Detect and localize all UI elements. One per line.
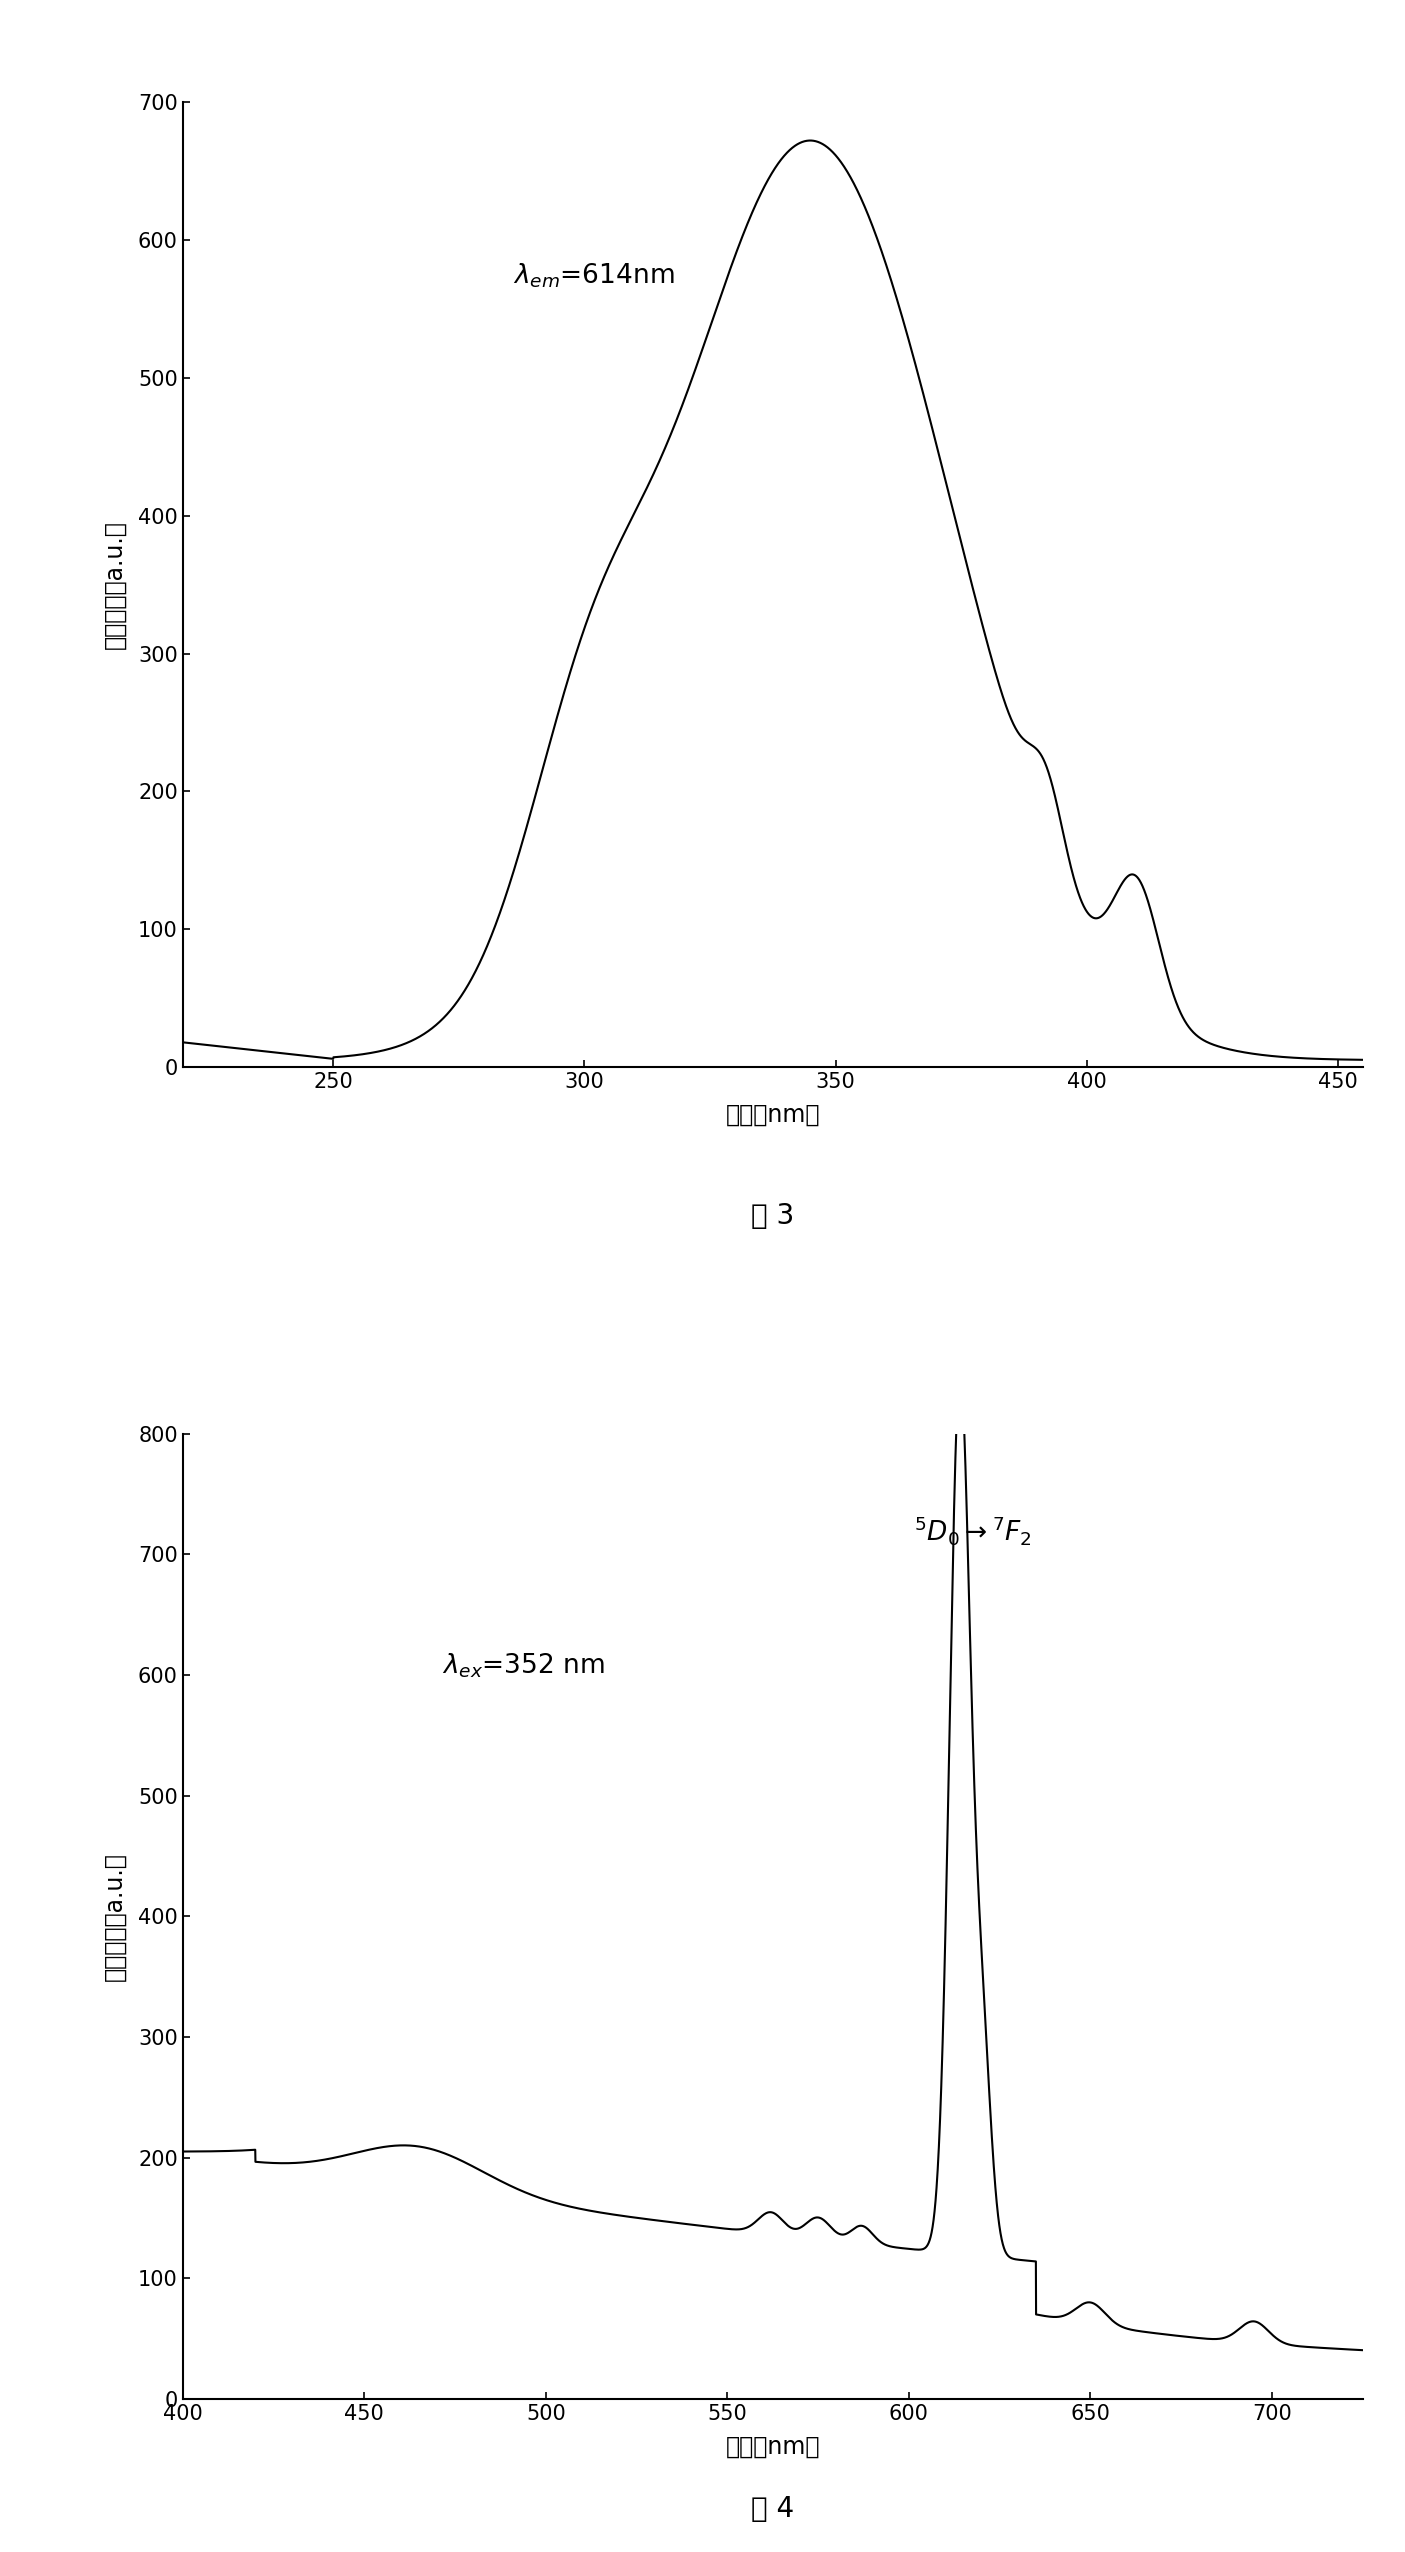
Text: $^{5}D_{0}\rightarrow{}^{7}F_{2}$: $^{5}D_{0}\rightarrow{}^{7}F_{2}$: [915, 1513, 1033, 1547]
Text: 图 4: 图 4: [752, 2496, 794, 2524]
X-axis label: 波长（nm）: 波长（nm）: [725, 1102, 821, 1128]
X-axis label: 波长（nm）: 波长（nm）: [725, 2435, 821, 2460]
Text: 图 3: 图 3: [752, 1202, 794, 1230]
Text: $\lambda_{ex}$=352 nm: $\lambda_{ex}$=352 nm: [443, 1651, 606, 1679]
Y-axis label: 相对强度（a.u.）: 相对强度（a.u.）: [103, 1853, 126, 1980]
Text: $\lambda_{em}$=614nm: $\lambda_{em}$=614nm: [513, 260, 674, 291]
Y-axis label: 相对强度（a.u.）: 相对强度（a.u.）: [103, 521, 126, 648]
